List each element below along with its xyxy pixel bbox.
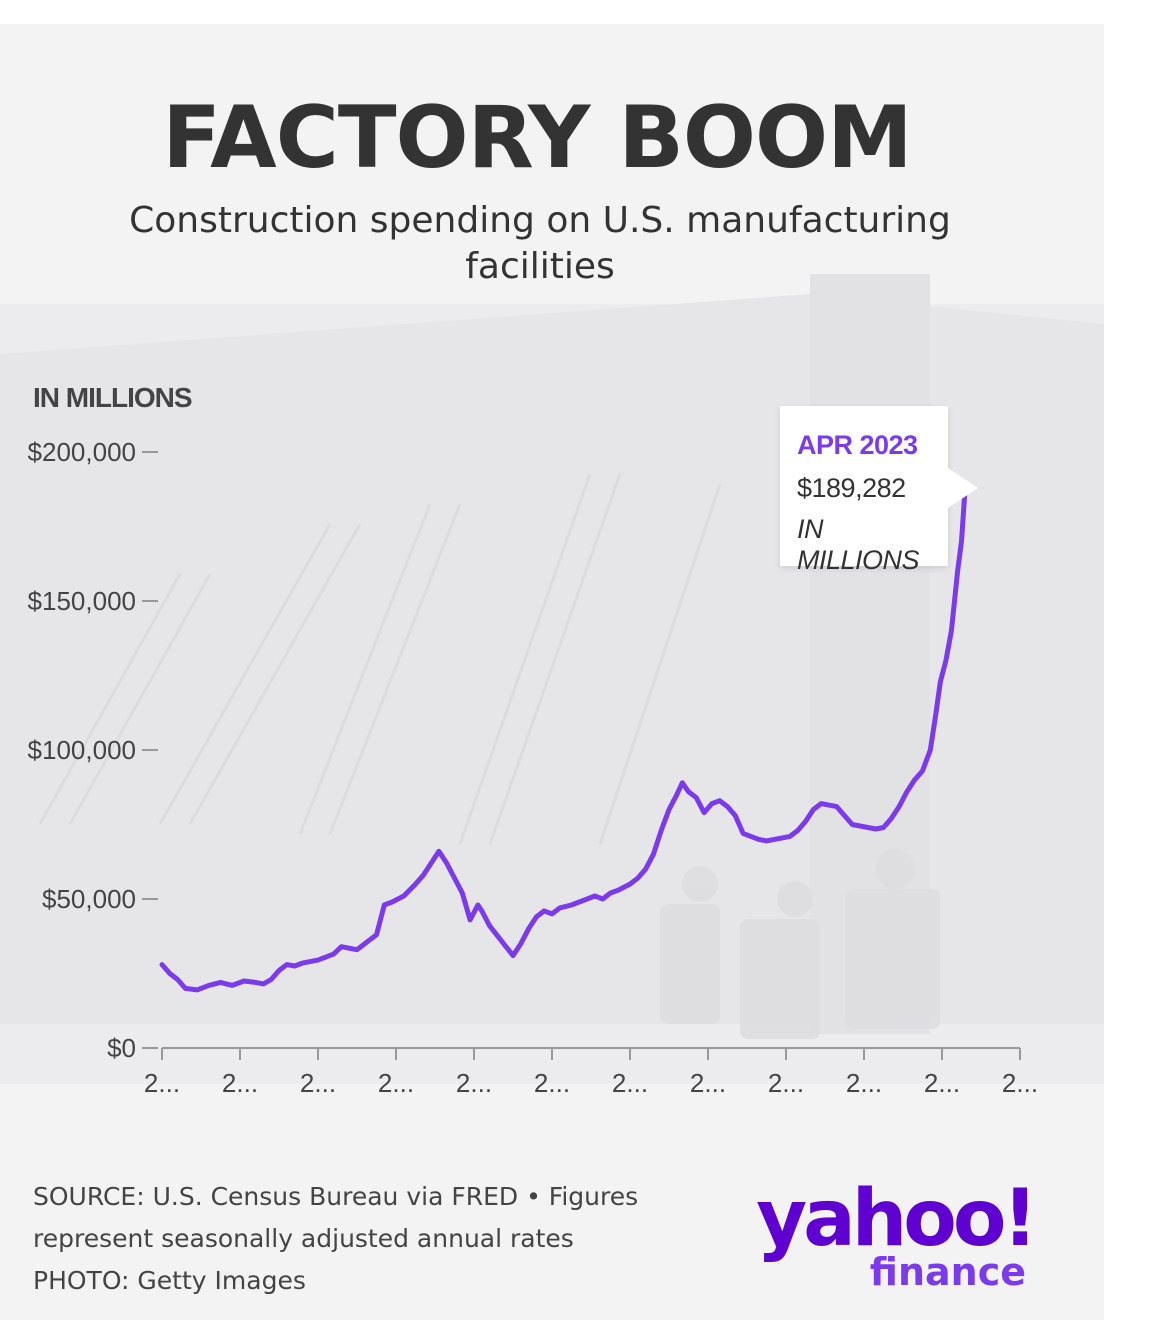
tooltip-date: APR 2023 bbox=[797, 430, 918, 460]
x-tick-label: 2... bbox=[456, 1068, 492, 1098]
y-tick-label: $200,000 bbox=[28, 437, 136, 467]
logo-yahoo-wordmark: yahoo! bbox=[756, 1174, 1038, 1264]
x-axis: 2... 2... 2... 2... 2... 2... 2... 2... 2... 2...… bbox=[144, 1047, 1038, 1098]
x-tick-label: 2... bbox=[534, 1068, 570, 1098]
subtitle-line: facilities bbox=[465, 246, 615, 287]
source-line: represent seasonally adjusted annual rat… bbox=[33, 1224, 574, 1253]
x-tick-label: 2... bbox=[924, 1068, 960, 1098]
series-line bbox=[159, 481, 968, 993]
y-tick-label: $0 bbox=[107, 1033, 136, 1063]
y-axis-unit-label: IN MILLIONS bbox=[33, 382, 193, 413]
subtitle-line: Construction spending on U.S. manufactur… bbox=[129, 200, 951, 241]
series-layer bbox=[159, 481, 968, 993]
tooltip-value: $189,282 bbox=[797, 473, 906, 503]
x-tick-label: 2... bbox=[378, 1068, 414, 1098]
x-tick-label: 2... bbox=[222, 1068, 258, 1098]
x-tick-label: 2... bbox=[690, 1068, 726, 1098]
y-tick-label: $50,000 bbox=[42, 884, 136, 914]
x-tick-label: 2... bbox=[144, 1068, 180, 1098]
source-note: SOURCE: U.S. Census Bureau via FRED • Fi… bbox=[33, 1176, 723, 1302]
y-axis: $0 $50,000 $100,000 $150,000 $200,000 bbox=[28, 437, 158, 1063]
peak-annotation-tooltip: APR 2023 $189,282 IN MILLIONS bbox=[780, 406, 978, 575]
x-tick-label: 2... bbox=[300, 1068, 336, 1098]
line-chart: $0$50,000$100,000$150,000$200,000 2... 2.… bbox=[28, 437, 1039, 1098]
x-tick-label: 2... bbox=[1002, 1068, 1038, 1098]
logo-finance-wordmark: finance bbox=[869, 1250, 1026, 1294]
source-line: SOURCE: U.S. Census Bureau via FRED • Fi… bbox=[33, 1182, 639, 1211]
x-tick-label: 2... bbox=[768, 1068, 804, 1098]
chart-card: FACTORY BOOM Construction spending on U.… bbox=[0, 24, 1104, 1320]
x-tick-label: 2... bbox=[846, 1068, 882, 1098]
chart-subtitle: Construction spending on U.S. manufactur… bbox=[90, 198, 990, 290]
y-tick-label: $150,000 bbox=[28, 586, 136, 616]
yahoo-finance-logo: yahoo! finance bbox=[728, 1174, 1048, 1294]
tooltip-unit: IN MILLIONS bbox=[797, 514, 920, 575]
source-line: PHOTO: Getty Images bbox=[33, 1266, 306, 1295]
x-tick-label: 2... bbox=[612, 1068, 648, 1098]
chart-title: FACTORY BOOM bbox=[162, 88, 912, 188]
y-tick-label: $100,000 bbox=[28, 735, 136, 765]
